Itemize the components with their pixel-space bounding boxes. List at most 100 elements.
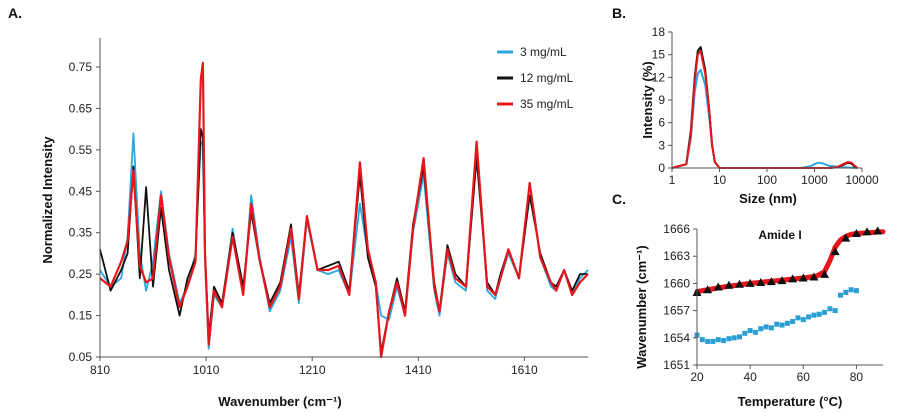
- panel-b-x-label: Size (nm): [739, 191, 797, 206]
- panel-c-square-point: [790, 318, 796, 324]
- panel-c-square-point: [758, 326, 764, 332]
- panel-c-square-point: [774, 321, 780, 327]
- panel-b: B. 0 3 6 9 12 15 18 1 10 100 1000 10000 Size (nm) I…: [612, 5, 879, 206]
- panel-a-legend-entry: 35 mg/mL: [520, 97, 574, 111]
- panel-c-square-point: [721, 338, 727, 344]
- panel-c-square-point: [827, 306, 833, 312]
- panel-c-square-point: [811, 312, 817, 318]
- panel-c-square-point: [747, 328, 753, 334]
- panel-c-square-point: [779, 322, 785, 328]
- panel-a-x-label: Wavenumber (cm⁻¹): [218, 394, 341, 409]
- panel-b-y-label: Intensity (%): [640, 61, 655, 138]
- panel-c: C. 1651 1654 1657 1660 1663 1666 20 40 60 80 Amid…: [612, 191, 886, 409]
- panel-a-x-tick-label: 1010: [193, 363, 220, 377]
- panel-a-y-tick-label: 0.15: [69, 309, 93, 323]
- panel-c-triangle-point: [713, 282, 723, 291]
- panel-a-y-tick-label: 0.75: [69, 60, 93, 74]
- panel-c-triangle-point: [873, 226, 883, 235]
- panel-c-triangle-point: [777, 276, 787, 285]
- panel-b-label: B.: [612, 5, 626, 21]
- panel-c-square-point: [832, 308, 838, 314]
- panel-a-x-tick-label: 1410: [405, 363, 432, 377]
- panel-c-x-label: Temperature (°C): [738, 394, 843, 409]
- panel-b-x-tick-label: 1: [669, 173, 676, 187]
- panel-c-triangle-point: [830, 247, 840, 256]
- panel-c-square-point: [726, 336, 732, 342]
- panel-c-y-label: Wavenumber (cm⁻¹): [634, 245, 649, 368]
- panel-b-series-line: [671, 68, 858, 169]
- panel-c-label: C.: [612, 191, 626, 207]
- panel-c-triangle-point: [809, 272, 819, 281]
- panel-c-square-point: [731, 335, 737, 341]
- panel-a-series-line: [99, 61, 589, 359]
- panel-c-x-tick-label: 20: [690, 370, 704, 384]
- panel-a-y-tick-label: 0.65: [69, 101, 93, 115]
- panel-a-y-tick-label: 0.05: [69, 350, 93, 364]
- panel-c-square-point: [806, 314, 812, 320]
- panel-c-square-point: [800, 317, 806, 323]
- panel-a-y-tick-label: 0.35: [69, 226, 93, 240]
- panel-c-triangle-point: [703, 285, 713, 294]
- panel-c-square-point: [710, 338, 716, 344]
- panel-a-y-tick-label: 0.45: [69, 184, 93, 198]
- panel-c-square-point: [752, 329, 758, 335]
- panel-c-triangle-point: [841, 233, 851, 242]
- panel-c-square-point: [848, 287, 854, 293]
- panel-b-x-tick-label: 10: [713, 173, 727, 187]
- panel-a: A. 0.05 0.15 0.25 0.35 0.45 0.55 0.65 0.75 810 10…: [8, 5, 589, 409]
- panel-c-x-tick-label: 80: [850, 370, 864, 384]
- panel-b-y-tick-label: 9: [658, 93, 665, 107]
- panel-b-y-tick-label: 3: [658, 138, 665, 152]
- panel-a-label: A.: [8, 5, 22, 21]
- panel-b-y-tick-label: 0: [658, 161, 665, 175]
- panel-c-triangle-point: [756, 277, 766, 286]
- panel-b-series-line: [671, 46, 858, 169]
- panel-b-x-tick-label: 100: [757, 173, 777, 187]
- panel-c-y-tick-label: 1657: [663, 304, 690, 318]
- panel-c-triangle-point: [851, 229, 861, 238]
- panel-c-square-point: [768, 325, 774, 331]
- panel-b-y-tick-label: 15: [652, 48, 666, 62]
- panel-c-square-point: [837, 292, 843, 298]
- panel-a-y-label: Normalized Intensity: [40, 136, 55, 264]
- panel-c-square-point: [699, 337, 705, 343]
- panel-a-y-tick-label: 0.25: [69, 267, 93, 281]
- panel-b-x-tick-label: 10000: [845, 173, 879, 187]
- panel-c-y-tick-label: 1654: [663, 331, 690, 345]
- panel-c-annotation: Amide I: [758, 228, 801, 242]
- panel-a-x-tick-label: 1210: [299, 363, 326, 377]
- panel-c-y-tick-label: 1660: [663, 276, 690, 290]
- panel-c-square-point: [816, 311, 822, 317]
- panel-c-square-point: [853, 288, 859, 294]
- panel-a-series-line: [99, 128, 588, 354]
- panel-c-triangle-point: [745, 278, 755, 287]
- panel-c-square-point: [705, 338, 711, 344]
- panel-c-triangle-point: [724, 280, 734, 289]
- panel-c-x-tick-label: 60: [797, 370, 811, 384]
- panel-c-triangle-point: [788, 274, 798, 283]
- panel-a-legend-entry: 3 mg/mL: [520, 45, 567, 59]
- panel-c-square-point: [742, 330, 748, 336]
- panel-b-series-line: [671, 49, 859, 169]
- panel-b-y-tick-label: 12: [652, 70, 666, 84]
- panel-c-square-point: [715, 337, 721, 343]
- panel-c-x-tick-label: 40: [743, 370, 757, 384]
- panel-a-series-line: [99, 132, 589, 350]
- panel-a-x-tick-label: 1610: [511, 363, 538, 377]
- panel-a-x-tick-label: 810: [90, 363, 110, 377]
- panel-b-x-tick-label: 1000: [801, 173, 828, 187]
- panel-a-legend: 3 mg/mL 12 mg/mL 35 mg/mL: [497, 45, 574, 111]
- panel-c-y-tick-label: 1651: [663, 358, 690, 372]
- panel-c-triangle-point: [820, 269, 830, 278]
- panel-c-y-tick-label: 1666: [663, 222, 690, 236]
- panel-c-square-point: [822, 309, 828, 315]
- panel-c-square-point: [795, 315, 801, 321]
- panel-c-triangle-point: [735, 279, 745, 288]
- panel-c-square-point: [784, 320, 790, 326]
- panel-c-triangle-point: [798, 273, 808, 282]
- panel-c-square-point: [737, 334, 743, 340]
- panel-b-y-tick-label: 18: [652, 25, 666, 39]
- panel-c-y-tick-label: 1663: [663, 249, 690, 263]
- panel-b-y-tick-label: 6: [658, 116, 665, 130]
